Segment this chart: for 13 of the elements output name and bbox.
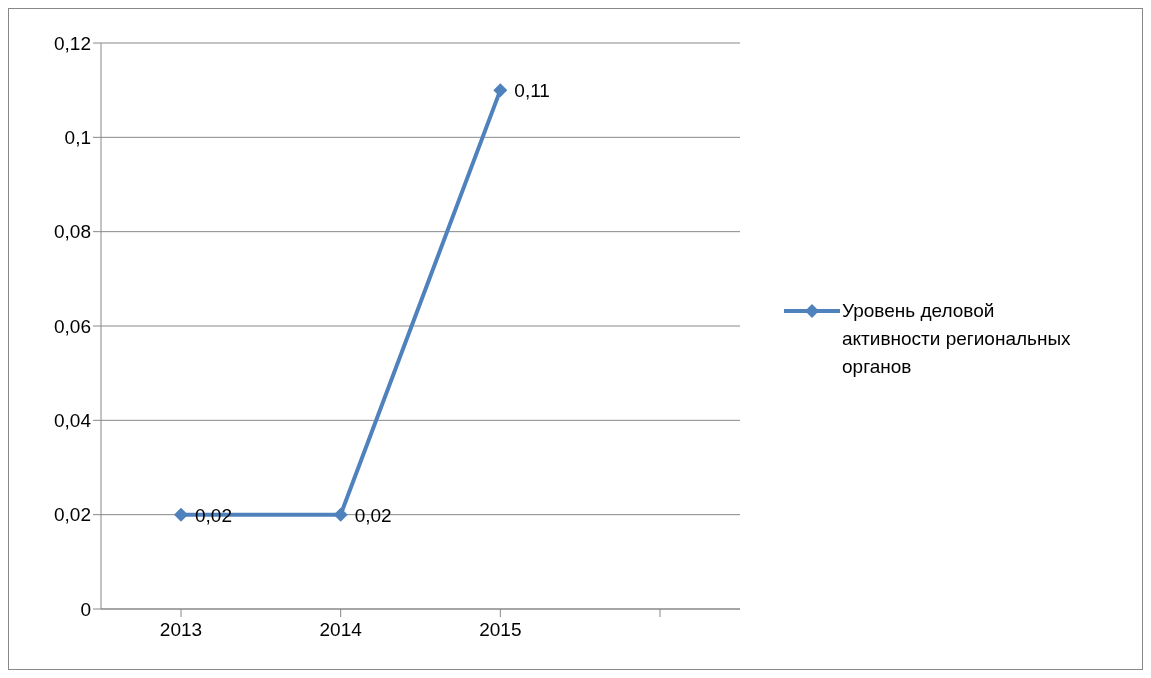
x-tick-label: 2013	[159, 619, 203, 641]
y-tick-label: 0,08	[54, 221, 91, 243]
y-tick-label: 0,12	[54, 32, 91, 54]
x-tick-label: 2014	[319, 619, 363, 641]
data-label: 0,02	[354, 504, 392, 526]
y-tick-label: 0,06	[54, 315, 91, 337]
y-tick-label: 0,1	[64, 127, 91, 149]
y-tick-label: 0	[80, 598, 91, 620]
x-tick-label: 2015	[479, 619, 522, 641]
y-tick-label: 0,04	[54, 410, 92, 432]
legend-label: Уровень деловой активности региональных органов	[842, 299, 1072, 379]
data-label: 0,11	[514, 80, 550, 102]
y-tick-label: 0,02	[54, 504, 91, 526]
